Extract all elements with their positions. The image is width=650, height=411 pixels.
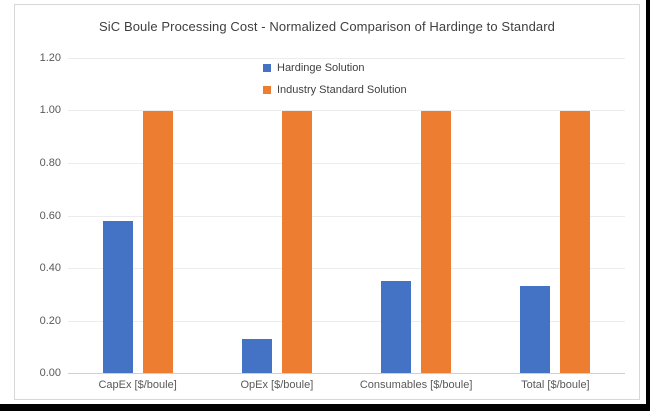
y-tick-label: 0.40 [39,262,61,274]
gridline [68,163,625,164]
bar-industry-standard-solution [421,110,452,373]
legend-label: Industry Standard Solution [277,84,407,96]
photo-edge-bottom [0,404,650,411]
chart-title: SiC Boule Processing Cost - Normalized C… [98,19,555,34]
gridline [68,321,625,322]
gridline [68,110,625,111]
x-category-label: Total [$/boule] [521,379,590,391]
legend-swatch [263,64,271,72]
chart-legend: Hardinge Solution Industry Standard Solut… [263,62,407,96]
y-tick-label: 0.00 [39,367,61,379]
gridline [68,58,625,59]
y-tick-label: 1.20 [39,52,61,64]
legend-label: Hardinge Solution [277,62,365,74]
bar-hardinge-solution [381,281,412,373]
x-axis-labels: CapEx [$/boule] OpEx [$/boule] Consumables… [68,379,625,391]
chart-card: SiC Boule Processing Cost - Normalized C… [14,4,640,400]
bar-group [486,58,625,373]
bar-group [68,58,207,373]
gridline [68,268,625,269]
bar-industry-standard-solution [560,110,591,373]
gridline [68,373,625,374]
bar-hardinge-solution [102,220,133,373]
x-category-label: CapEx [$/boule] [98,379,177,391]
bar-groups [68,58,625,373]
x-category-label: Consumables [$/boule] [359,379,473,391]
y-tick-label: 1.00 [39,104,61,116]
bar-group [347,58,486,373]
legend-item: Hardinge Solution [263,62,407,74]
plot-area [68,58,625,374]
bar-industry-standard-solution [281,110,312,373]
legend-swatch [263,86,271,94]
bar-group [207,58,346,373]
photo-edge-right [646,0,650,411]
x-category-label: OpEx [$/boule] [240,379,314,391]
y-tick-label: 0.60 [39,210,61,222]
y-tick-label: 0.80 [39,157,61,169]
legend-item: Industry Standard Solution [263,84,407,96]
bar-hardinge-solution [520,286,551,373]
gridline [68,216,625,217]
bar-industry-standard-solution [142,110,173,373]
y-tick-label: 0.20 [39,315,61,327]
bar-hardinge-solution [241,338,272,373]
